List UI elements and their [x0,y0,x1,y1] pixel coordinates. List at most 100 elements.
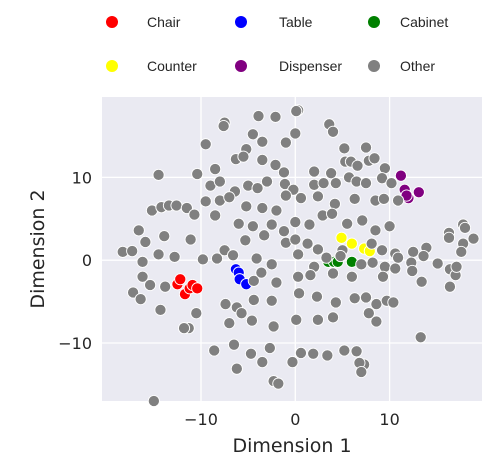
point-other-18 [209,163,222,176]
point-other-119 [144,278,157,292]
point-other-36 [251,182,264,195]
point-other-178 [294,346,308,360]
legend-item-counter: Counter [106,58,197,74]
point-other-144 [293,287,306,300]
point-other-20 [237,150,250,163]
y-tick-label-0: −10 [58,334,92,353]
data-points [116,104,480,408]
legend-item-table: Table [235,14,313,30]
point-other-164 [208,344,221,357]
legend-label-counter: Counter [147,58,197,74]
point-other-102 [168,250,181,263]
legend-item-dispenser: Dispenser [235,58,342,74]
point-other-108 [292,248,305,261]
point-other-125 [304,269,317,282]
legend-marker-counter [106,60,118,72]
y-tick-label-1: 0 [82,251,92,270]
point-other-83 [158,230,171,243]
point-other-137 [154,303,167,316]
point-other-158 [290,313,303,326]
point-other-122 [255,266,268,279]
legend-item-chair: Chair [106,14,181,30]
point-other-165 [227,338,241,351]
point-other-146 [329,296,342,309]
point-other-156 [245,314,258,327]
point-other-177 [256,356,269,369]
point-other-120 [159,280,172,293]
point-other-89 [289,233,302,246]
point-other-21 [256,153,269,167]
point-other-111 [334,249,347,263]
point-other-33 [213,175,226,188]
point-other-188 [467,232,480,245]
point-other-12 [199,138,212,151]
point-other-22 [269,158,282,171]
series-other [116,104,480,408]
point-other-73 [289,216,302,229]
point-other-74 [303,218,316,231]
point-other-47 [385,177,398,190]
point-other-58 [348,192,361,205]
point-other-161 [362,307,375,320]
point-other-66 [180,201,193,215]
point-other-86 [239,234,252,247]
point-other-9 [289,127,302,140]
point-other-70 [246,220,259,233]
point-other-77 [341,217,354,230]
series-chair [171,273,204,301]
x-tick-label-2: 10 [379,410,399,429]
point-other-187 [455,245,468,258]
point-counter-1 [345,237,358,250]
point-other-101 [152,248,165,261]
point-other-2 [252,110,265,123]
point-other-84 [184,233,197,246]
point-other-68 [209,209,222,222]
point-other-168 [286,356,299,369]
point-other-45 [359,177,373,190]
point-other-163 [414,331,427,344]
point-dispenser-4 [412,186,425,199]
legend-marker-chair [106,16,118,28]
legend-marker-table [235,16,247,28]
point-other-23 [277,166,291,179]
point-other-55 [294,192,308,205]
point-other-153 [177,322,191,335]
point-other-7 [326,125,340,138]
point-other-8 [246,128,259,141]
point-other-180 [272,377,285,390]
point-other-143 [265,294,278,307]
legend-label-dispenser: Dispenser [279,58,342,74]
legend: Chair Table Cabinet Counter Dispenser Other [106,14,448,74]
point-other-128 [376,270,390,283]
legend-label-other: Other [400,58,435,74]
point-other-42 [329,177,342,190]
point-other-162 [370,315,383,328]
point-other-136 [134,293,147,306]
point-other-113 [366,256,379,269]
legend-label-chair: Chair [147,14,181,30]
point-other-96 [407,245,420,258]
point-other-142 [247,293,260,306]
point-other-99 [126,245,139,258]
point-other-57 [328,197,341,210]
point-chair-1 [174,273,187,286]
point-other-16 [152,168,165,181]
point-other-76 [326,207,339,220]
tick-labels: −10 0 10 −10 0 10 [58,168,400,429]
point-other-118 [136,270,149,283]
series-counter [335,231,376,258]
point-other-81 [132,224,145,237]
point-other-25 [325,167,338,180]
point-other-52 [256,201,269,215]
point-other-37 [260,175,274,188]
point-other-41 [317,177,330,190]
point-other-93 [365,237,378,250]
point-other-176 [230,362,243,375]
point-other-110 [320,251,333,264]
point-other-189 [450,260,463,273]
point-other-106 [250,252,263,265]
point-other-129 [389,262,402,275]
point-other-175 [355,365,368,379]
x-tick-label-1: 0 [290,410,300,429]
point-other-71 [265,218,278,231]
